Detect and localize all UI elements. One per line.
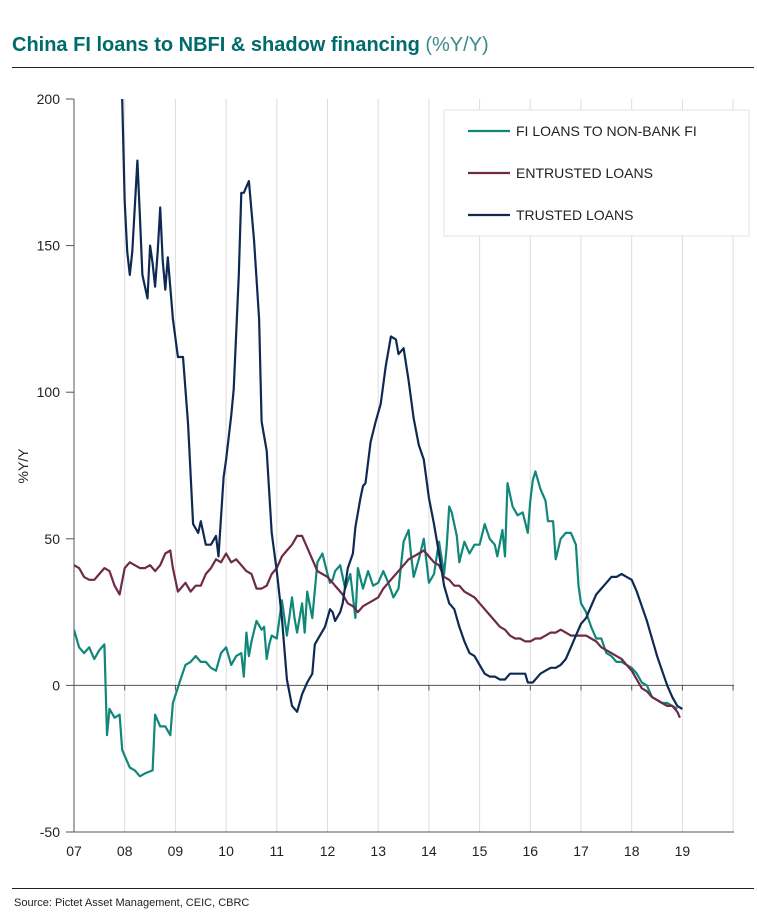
x-tick-label: 15 (472, 843, 488, 859)
chart-title-text: China FI loans to NBFI & shadow financin… (12, 34, 420, 56)
y-tick-label: 100 (37, 384, 61, 400)
x-tick-label: 09 (168, 843, 184, 859)
x-tick-label: 19 (675, 843, 691, 859)
y-tick-label: -50 (40, 824, 60, 840)
x-tick-label: 12 (320, 843, 336, 859)
axes (66, 98, 734, 833)
x-tick-label: 11 (270, 843, 285, 859)
series-line-fi-loans-to-non-bank-fi (74, 470, 678, 778)
y-tick-label: 200 (37, 91, 61, 107)
y-tick-label: 50 (44, 531, 60, 547)
legend-label: TRUSTED LOANS (516, 207, 633, 223)
y-tick-label: 0 (52, 677, 60, 693)
x-tick-label: 16 (523, 843, 539, 859)
bottom-rule (12, 888, 754, 889)
y-tick-label: 150 (37, 238, 61, 254)
x-tick-label: 08 (117, 843, 133, 859)
x-tick-label: 07 (66, 843, 82, 859)
tick-labels: 07 08 09 10 11 12 13 14 15 16 17 18 19 -50 0 50 100 150 20… (37, 91, 691, 859)
series-line-trusted-loans (121, 99, 683, 713)
x-tick-label: 13 (370, 843, 386, 859)
x-tick-label: 14 (421, 843, 437, 859)
series-line-entrusted-loans (74, 534, 681, 719)
chart-title-unit: (%Y/Y) (425, 34, 489, 56)
source-note: Source: Pictet Asset Management, CEIC, C… (14, 897, 250, 909)
top-rule (12, 67, 754, 68)
legend: FI LOANS TO NON-BANK FI ENTRUSTED LOANS TR… (443, 109, 750, 237)
y-axis-label: %Y/Y (15, 448, 31, 484)
x-tick-label: 18 (624, 843, 640, 859)
legend-label: FI LOANS TO NON-BANK FI (516, 123, 697, 139)
series-lines (74, 99, 683, 778)
x-tick-label: 17 (573, 843, 589, 859)
legend-label: ENTRUSTED LOANS (516, 165, 653, 181)
chart-title: China FI loans to NBFI & shadow financin… (12, 34, 489, 57)
x-tick-label: 10 (218, 843, 234, 859)
